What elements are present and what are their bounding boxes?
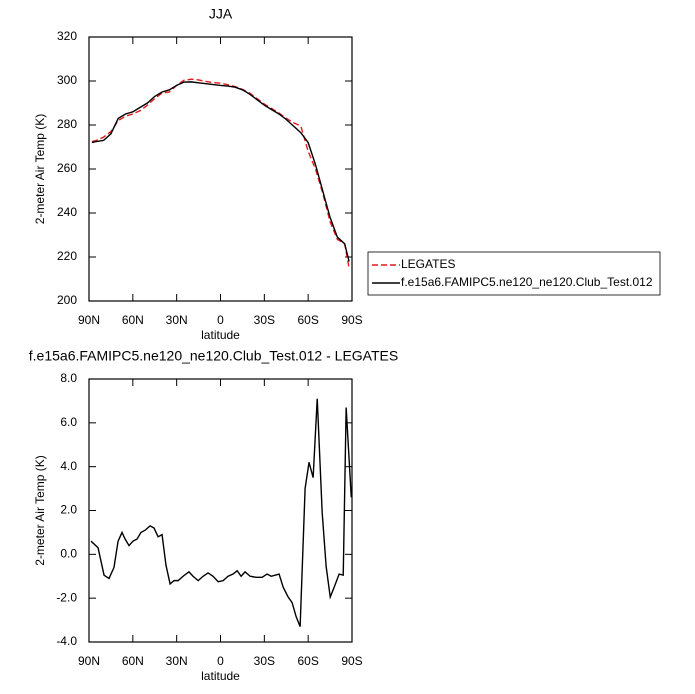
x-tick-label: 90S: [341, 654, 362, 668]
legend-label: f.e15a6.FAMIPC5.ne120_ne120.Club_Test.01…: [401, 275, 653, 289]
legend-box: [367, 251, 661, 296]
x-tick-label: 90S: [341, 313, 362, 327]
x-tick-label: 0: [217, 313, 224, 327]
data-line: [91, 78, 350, 269]
y-tick-label: 260: [57, 161, 77, 175]
plot-frame: [88, 36, 353, 302]
y-tick-label: 300: [57, 73, 77, 87]
y-tick-label: 8.0: [60, 371, 77, 385]
y-tick-label: 2.0: [60, 503, 77, 517]
x-axis-label: latitude: [201, 669, 240, 683]
y-tick-label: 240: [57, 205, 77, 219]
x-tick-label: 30S: [254, 654, 275, 668]
y-tick-label: 6.0: [60, 415, 77, 429]
plot-frame: [88, 378, 353, 643]
x-tick-label: 60N: [122, 654, 144, 668]
y-tick-label: 320: [57, 29, 77, 43]
x-tick-label: 60N: [122, 313, 144, 327]
x-tick-label: 90N: [78, 313, 100, 327]
x-tick-label: 30N: [166, 654, 188, 668]
x-tick-label: 60S: [297, 313, 318, 327]
chart-title: JJA: [209, 6, 233, 22]
legend-label: LEGATES: [401, 257, 455, 271]
x-tick-label: 0: [217, 654, 224, 668]
x-tick-label: 60S: [297, 654, 318, 668]
y-tick-label: 4.0: [60, 459, 77, 473]
y-tick-label: -2.0: [56, 590, 77, 604]
y-axis-label: 2-meter Air Temp (K): [33, 114, 47, 224]
chart-title: f.e15a6.FAMIPC5.ne120_ne120.Club_Test.01…: [29, 348, 398, 364]
y-tick-label: 0.0: [60, 547, 77, 561]
y-tick-label: 220: [57, 249, 77, 263]
x-tick-label: 30S: [254, 313, 275, 327]
y-tick-label: -4.0: [56, 634, 77, 648]
x-axis-label: latitude: [201, 328, 240, 342]
y-tick-label: 280: [57, 117, 77, 131]
data-line: [90, 398, 352, 627]
x-tick-label: 90N: [78, 654, 100, 668]
data-line: [91, 81, 350, 262]
y-axis-label: 2-meter Air Temp (K): [33, 455, 47, 565]
x-tick-label: 30N: [166, 313, 188, 327]
y-tick-label: 200: [57, 293, 77, 307]
